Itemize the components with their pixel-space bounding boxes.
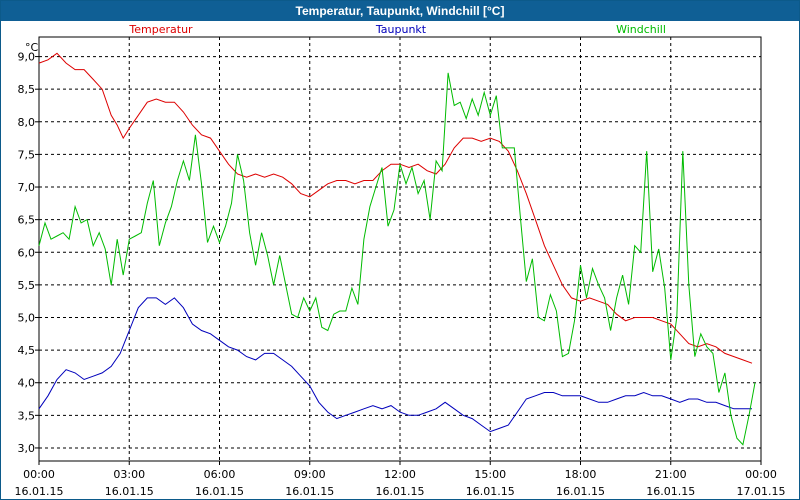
legend: Temperatur Taupunkt Windchill: [128, 23, 666, 36]
x-tick-time: 21:00: [655, 468, 687, 481]
y-tick-label: 8,0: [18, 116, 36, 129]
y-tick-label: 5,5: [18, 279, 36, 292]
x-tick-date: 16.01.15: [195, 485, 244, 498]
y-tick-label: 8,5: [18, 83, 36, 96]
x-tick-time: 06:00: [204, 468, 236, 481]
x-tick-date: 17.01.15: [737, 485, 786, 498]
x-tick-date: 16.01.15: [285, 485, 334, 498]
y-axis: 9,0 8,5 8,0 7,5 7,0 6,5 6,0 5,5 5,0 4,5 4,0 3,5 3,0: [18, 51, 39, 455]
y-tick-label: 7,5: [18, 148, 36, 161]
y-tick-label: 6,5: [18, 214, 36, 227]
x-tick-date: 16.01.15: [376, 485, 425, 498]
y-tick-label: 6,0: [18, 246, 36, 259]
x-tick-date: 16.01.15: [105, 485, 154, 498]
series-line-temperatur: [38, 52, 753, 364]
y-tick-label: 3,5: [18, 409, 36, 422]
x-tick-time: 15:00: [474, 468, 506, 481]
series-lines: [38, 52, 756, 446]
x-tick-time: 00:00: [23, 468, 55, 481]
y-tick-label: 7,0: [18, 181, 36, 194]
x-tick-date: 16.01.15: [15, 485, 64, 498]
y-axis-unit: °C: [25, 41, 39, 54]
x-tick-time: 09:00: [294, 468, 326, 481]
y-tick-label: 5,0: [18, 311, 36, 324]
legend-entry-windchill: Windchill: [616, 23, 666, 36]
y-tick-label: 9,0: [18, 51, 36, 64]
y-tick-label: 4,0: [18, 377, 36, 390]
chart-canvas: 9,08,58,07,57,06,56,05,55,04,54,03,53,0 …: [15, 23, 786, 498]
series-line-taupunkt: [38, 297, 752, 433]
legend-entry-taupunkt: Taupunkt: [375, 23, 427, 36]
x-tick-time: 12:00: [384, 468, 416, 481]
legend-entry-temperatur: Temperatur: [128, 23, 193, 36]
x-axis: 00:00 16.01.15 03:00 16.01.15 06:00 16.01.15 0…: [15, 461, 786, 498]
x-tick-time: 18:00: [565, 468, 597, 481]
y-tick-label: 3,0: [18, 442, 36, 455]
series-line-windchill: [38, 72, 756, 446]
x-tick-date: 16.01.15: [646, 485, 695, 498]
x-tick-time: 03:00: [113, 468, 145, 481]
x-tick-date: 16.01.15: [556, 485, 605, 498]
x-tick-time: 00:00: [745, 468, 777, 481]
y-tick-label: 4,5: [18, 344, 36, 357]
x-tick-date: 16.01.15: [466, 485, 515, 498]
chart-title: Temperatur, Taupunkt, Windchill [°C]: [1, 1, 799, 21]
